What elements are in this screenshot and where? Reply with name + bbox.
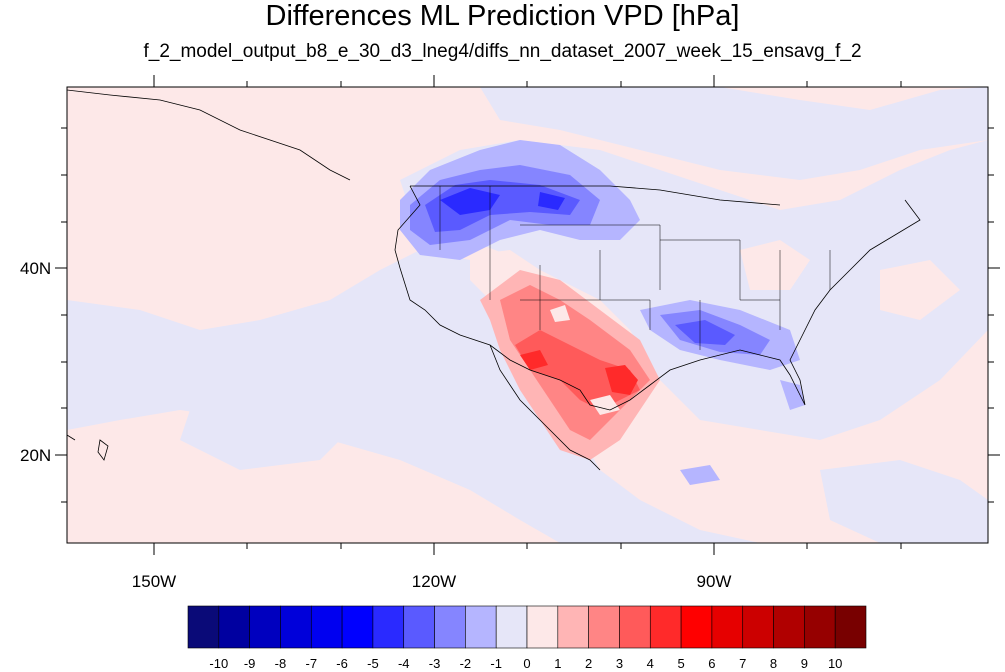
colorbar-tick-label: -1 <box>490 656 502 671</box>
map-title: Differences ML Prediction VPD [hPa] <box>265 0 740 32</box>
colorbar-swatch <box>619 605 651 649</box>
colorbar-tick-label: -6 <box>336 656 348 671</box>
colorbar-tick-label: -2 <box>459 656 472 671</box>
colorbar-tick-label: 2 <box>585 656 593 671</box>
lon-label-90w: 90W <box>696 572 732 591</box>
colorbar-tick-label: -5 <box>367 656 379 671</box>
colorbar-swatch <box>403 605 435 649</box>
colorbar-tick-label: -8 <box>274 656 287 671</box>
colorbar-swatch <box>742 605 774 649</box>
colorbar-tick-label: 4 <box>646 656 654 671</box>
colorbar-tick-label: 7 <box>739 656 747 671</box>
colorbar-tick-label: -3 <box>428 656 441 671</box>
lat-label-40n: 40N <box>20 259 52 278</box>
colorbar-swatch <box>649 605 682 649</box>
state-borders <box>439 186 831 350</box>
colorbar-tick-label: 3 <box>615 656 624 671</box>
colorbar-swatch <box>588 605 620 649</box>
colorbar-tick-label: 8 <box>769 656 778 671</box>
colorbar-swatch <box>834 605 867 649</box>
colorbar-swatch <box>341 605 374 649</box>
colorbar-swatch <box>280 605 312 649</box>
colorbar <box>187 605 867 649</box>
colorbar-swatch <box>680 605 713 649</box>
coastline-borders <box>67 89 921 471</box>
colorbar-swatch <box>372 605 405 649</box>
axis-ticks <box>55 75 1000 555</box>
colorbar-swatch <box>526 605 559 649</box>
colorbar-swatch <box>218 605 250 649</box>
colorbar-tick-label: -4 <box>397 656 410 671</box>
colorbar-tick-label: -10 <box>209 656 229 671</box>
lon-label-150w: 150W <box>131 572 177 591</box>
colorbar-swatch <box>711 605 744 649</box>
colorbar-swatch <box>310 605 343 649</box>
colorbar-swatch <box>804 605 836 649</box>
colorbar-tick-label: 1 <box>554 656 562 671</box>
colorbar-tick-label: -7 <box>305 656 318 671</box>
colorbar-tick-label: 9 <box>800 656 808 671</box>
lon-label-120w: 120W <box>411 572 457 591</box>
colorbar-swatch <box>187 605 220 649</box>
colorbar-tick-label: 5 <box>677 656 685 671</box>
colorbar-tick-label: -9 <box>243 656 256 671</box>
colorbar-tick-label: 10 <box>827 656 843 671</box>
contour-fill-layer <box>67 87 988 543</box>
lat-label-20n: 20N <box>20 446 52 465</box>
colorbar-swatch <box>249 605 281 649</box>
colorbar-swatch <box>773 605 805 649</box>
map-subtitle: f_2_model_output_b8_e_30_d3_lneg4/diffs_… <box>143 41 862 62</box>
colorbar-swatch <box>465 605 497 649</box>
colorbar-tick-label: 0 <box>523 656 531 671</box>
colorbar-swatch <box>557 605 589 649</box>
colorbar-swatch <box>495 605 528 649</box>
colorbar-tick-label: 6 <box>708 656 716 671</box>
colorbar-swatch <box>434 605 466 649</box>
